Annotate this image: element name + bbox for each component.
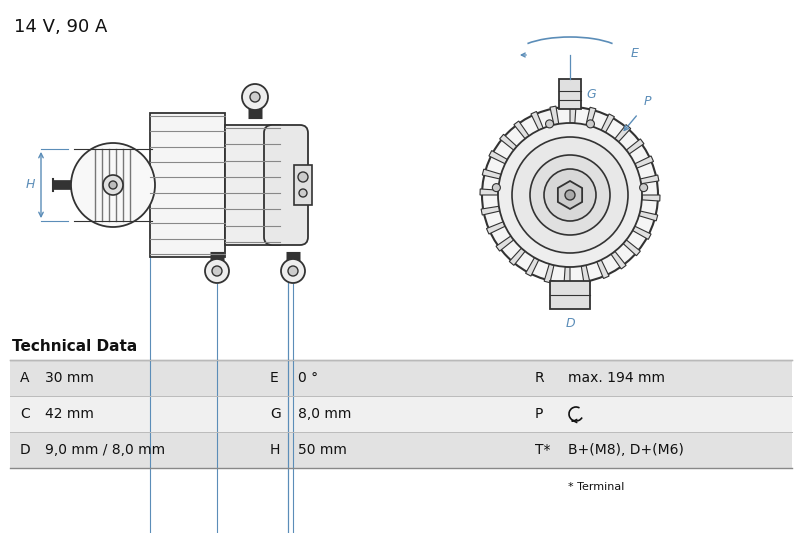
Text: H: H — [26, 179, 35, 191]
Polygon shape — [597, 260, 609, 279]
Polygon shape — [480, 189, 498, 195]
Circle shape — [512, 137, 628, 253]
Text: H: H — [270, 443, 280, 457]
Polygon shape — [496, 236, 514, 251]
Polygon shape — [633, 226, 651, 239]
Bar — [10, 360, 792, 396]
Bar — [559, 79, 581, 109]
Polygon shape — [642, 195, 660, 201]
Circle shape — [205, 259, 229, 283]
Circle shape — [212, 266, 222, 276]
Text: 14 V, 90 A: 14 V, 90 A — [14, 18, 107, 36]
Text: 8,0 mm: 8,0 mm — [298, 407, 351, 421]
Text: D: D — [565, 317, 575, 330]
Text: E: E — [270, 371, 278, 385]
Polygon shape — [482, 169, 501, 179]
Polygon shape — [514, 121, 529, 139]
Polygon shape — [582, 265, 590, 284]
Polygon shape — [564, 267, 570, 285]
Polygon shape — [639, 211, 658, 221]
FancyBboxPatch shape — [225, 125, 280, 245]
Circle shape — [482, 107, 658, 283]
Circle shape — [288, 266, 298, 276]
Polygon shape — [489, 151, 507, 164]
Bar — [10, 432, 792, 468]
Text: 50 mm: 50 mm — [298, 443, 347, 457]
Circle shape — [103, 175, 123, 195]
Polygon shape — [510, 248, 525, 265]
Circle shape — [250, 92, 260, 102]
Polygon shape — [570, 105, 576, 123]
Polygon shape — [635, 156, 654, 168]
Polygon shape — [550, 106, 558, 125]
Text: 42 mm: 42 mm — [45, 407, 94, 421]
Circle shape — [546, 120, 554, 128]
Text: T*: T* — [535, 443, 550, 457]
Text: R: R — [535, 371, 545, 385]
Text: Technical Data: Technical Data — [12, 339, 138, 354]
Text: P: P — [644, 95, 652, 108]
Circle shape — [498, 123, 642, 267]
Text: * Terminal: * Terminal — [568, 482, 624, 492]
Polygon shape — [481, 206, 500, 215]
FancyBboxPatch shape — [264, 125, 308, 245]
Circle shape — [281, 259, 305, 283]
Circle shape — [586, 120, 594, 128]
Circle shape — [530, 155, 610, 235]
Polygon shape — [486, 222, 505, 234]
Text: C: C — [20, 407, 30, 421]
Circle shape — [299, 189, 307, 197]
Text: 9,0 mm / 8,0 mm: 9,0 mm / 8,0 mm — [45, 443, 165, 457]
Text: D: D — [20, 443, 30, 457]
Text: max. 194 mm: max. 194 mm — [568, 371, 665, 385]
Text: 30 mm: 30 mm — [45, 371, 94, 385]
Polygon shape — [602, 114, 614, 132]
Circle shape — [544, 169, 596, 221]
Polygon shape — [558, 181, 582, 209]
Circle shape — [71, 143, 155, 227]
Circle shape — [298, 172, 308, 182]
Text: G: G — [586, 87, 596, 101]
Polygon shape — [615, 125, 630, 142]
Text: P: P — [535, 407, 543, 421]
Text: B+(M8), D+(M6): B+(M8), D+(M6) — [568, 443, 684, 457]
Polygon shape — [626, 139, 644, 154]
FancyBboxPatch shape — [150, 113, 225, 257]
Polygon shape — [623, 240, 640, 256]
Circle shape — [640, 183, 648, 191]
Text: A: A — [20, 371, 30, 385]
Polygon shape — [526, 257, 538, 276]
Bar — [294, 165, 312, 205]
Polygon shape — [586, 107, 596, 126]
Polygon shape — [544, 264, 554, 282]
Bar — [550, 281, 590, 309]
Text: G: G — [270, 407, 281, 421]
Polygon shape — [531, 111, 543, 130]
Circle shape — [109, 181, 117, 189]
Text: 0 °: 0 ° — [298, 371, 318, 385]
Circle shape — [565, 190, 575, 200]
Text: E: E — [631, 47, 639, 60]
Polygon shape — [611, 251, 626, 269]
Polygon shape — [500, 134, 517, 150]
Bar — [10, 396, 792, 432]
Circle shape — [242, 84, 268, 110]
Circle shape — [492, 183, 500, 191]
Polygon shape — [640, 175, 659, 184]
